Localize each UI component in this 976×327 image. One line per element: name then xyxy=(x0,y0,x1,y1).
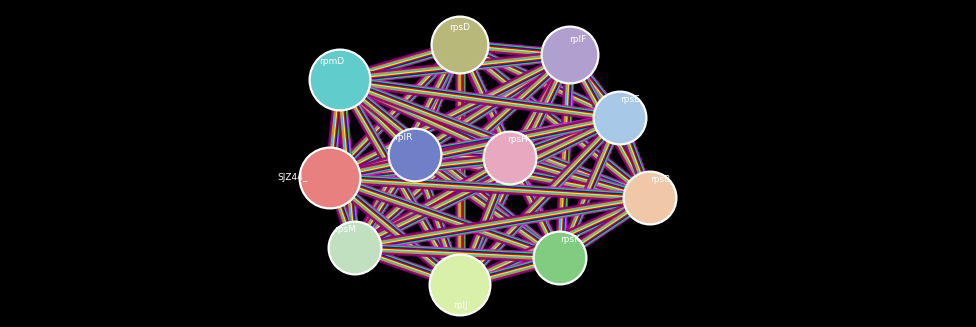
Text: rplF: rplF xyxy=(569,35,587,43)
Circle shape xyxy=(624,172,676,224)
Circle shape xyxy=(389,129,441,181)
Text: rpsM: rpsM xyxy=(334,226,356,234)
Circle shape xyxy=(300,148,360,208)
Text: rpmD: rpmD xyxy=(319,58,345,66)
Text: rpsE: rpsE xyxy=(620,95,640,105)
Circle shape xyxy=(299,146,361,210)
Circle shape xyxy=(387,128,442,182)
Text: SJZ44_: SJZ44_ xyxy=(277,174,307,182)
Circle shape xyxy=(592,91,647,146)
Circle shape xyxy=(623,170,677,226)
Circle shape xyxy=(594,92,646,144)
Circle shape xyxy=(534,232,586,284)
Text: rpsK: rpsK xyxy=(560,235,580,245)
Circle shape xyxy=(541,26,599,84)
Text: rpsH: rpsH xyxy=(508,135,528,145)
Circle shape xyxy=(533,231,588,285)
Circle shape xyxy=(329,222,381,274)
Text: rpsB: rpsB xyxy=(650,176,671,184)
Circle shape xyxy=(482,130,538,185)
Circle shape xyxy=(430,15,490,75)
Circle shape xyxy=(542,27,598,83)
Circle shape xyxy=(328,220,383,276)
Circle shape xyxy=(432,17,488,73)
Text: rplR: rplR xyxy=(393,132,412,142)
Circle shape xyxy=(310,50,370,110)
Text: rpsD: rpsD xyxy=(450,23,470,31)
Text: rplJ: rplJ xyxy=(453,301,468,309)
Circle shape xyxy=(484,132,536,184)
Circle shape xyxy=(430,255,490,315)
Circle shape xyxy=(308,48,372,112)
Circle shape xyxy=(428,253,492,317)
